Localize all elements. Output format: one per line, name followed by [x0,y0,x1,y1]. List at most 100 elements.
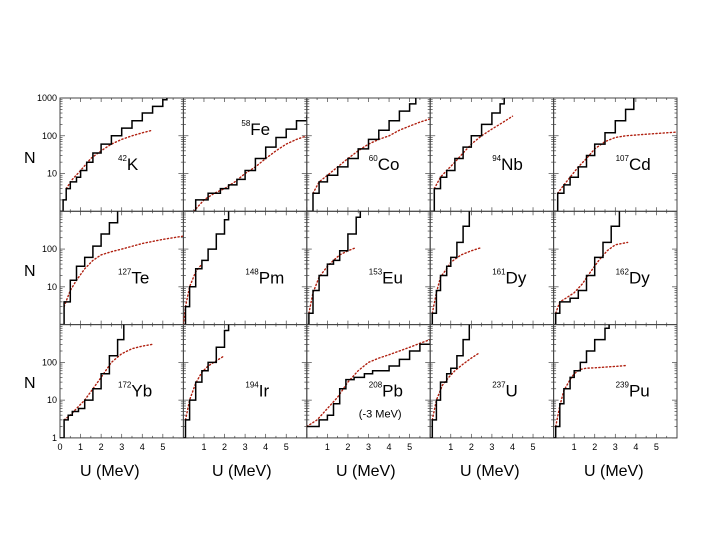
nucleus-label: 107Cd [616,154,651,174]
panel-161Dy: 161Dy [429,210,555,326]
element-symbol: Ir [259,382,270,401]
element-symbol: Cd [629,155,651,174]
x-tick-label: 4 [387,442,392,452]
x-tick-label: 5 [160,442,165,452]
x-tick-label: 2 [345,442,350,452]
mass-number: 194 [245,381,259,390]
model-curve-107Cd [557,131,677,195]
element-symbol: Pu [629,382,650,401]
element-symbol: K [127,155,139,174]
data-staircase-107Cd [553,98,635,212]
data-staircase-239Pu [553,324,610,438]
panel-frame [182,97,308,212]
element-symbol: Pm [259,268,285,287]
x-tick-label: 3 [613,442,618,452]
data-staircase-58Fe [183,115,307,212]
mass-number: 94 [492,154,501,163]
nucleus-label: 127Te [118,267,149,287]
nucleus-label: 58Fe [241,119,270,139]
data-staircase-42K [60,98,168,212]
model-curve-161Dy [431,246,483,314]
element-symbol: Dy [506,268,527,287]
mass-number: 42 [118,154,127,163]
panel-94Nb: 94Nb [429,97,555,212]
mass-number: 153 [369,267,383,276]
element-symbol: Eu [382,268,403,287]
nucleus-label: 148Pm [245,267,284,287]
x-tick-label: 2 [222,442,227,452]
y-tick-label: 1 [52,433,57,443]
panel-153Eu: 153Eu [306,210,431,326]
x-tick-label: 4 [633,442,638,452]
mass-number: 148 [245,267,259,276]
mass-number: 127 [118,267,132,276]
x-tick-label: 2 [592,442,597,452]
nucleus-label: 194Ir [245,381,269,401]
model-curve-58Fe [192,135,307,212]
element-symbol: Te [131,268,149,287]
y-tick-label: 10 [47,282,57,292]
x-tick-label: 1 [448,442,453,452]
panel-note: (-3 MeV) [359,409,402,421]
data-staircase-237U [430,324,471,438]
x-axis-labels: U (MeV) U (MeV) U (MeV) U (MeV) U (MeV) [80,463,644,480]
mass-number: 239 [616,381,630,390]
data-staircase-60Co [306,98,417,212]
mass-number: 161 [492,267,506,276]
nucleus-label: 60Co [369,154,400,174]
x-axis-label-col4: U (MeV) [460,463,520,480]
model-curve-127Te [63,235,184,308]
model-curve-94Nb [433,115,514,190]
nucleus-label: 162Dy [616,267,651,287]
mass-number: 60 [369,154,378,163]
y-axis-label-row1: N [24,150,36,167]
x-tick-label: 3 [119,442,124,452]
panel-162Dy: 162Dy [553,210,678,326]
data-staircase-127Te [60,211,119,325]
y-axis-label-row3: N [24,375,36,392]
x-tick-label: 0 [57,442,62,452]
x-tick-label: 5 [654,442,659,452]
data-staircase-94Nb [430,98,505,212]
x-tick-label: 1 [572,442,577,452]
x-tick-label: 4 [510,442,515,452]
x-tick-label: 2 [99,442,104,452]
y-tick-label: 10 [47,395,57,405]
nucleus-label: 42K [118,154,139,174]
x-axis-label-col5: U (MeV) [584,463,644,480]
x-tick-label: 5 [531,442,536,452]
panel-194Ir: 194Ir 1 2 3 4 5 [182,324,308,452]
element-symbol: Pb [382,382,403,401]
x-tick-label: 1 [78,442,83,452]
mass-number: 58 [241,119,250,128]
model-curve-42K [65,129,154,190]
x-tick-label: 4 [263,442,268,452]
panel-208Pb: 208Pb (-3 MeV) 1 2 3 4 5 [306,324,431,452]
panel-60Co: 60Co [306,97,431,212]
element-symbol: Yb [131,382,152,401]
y-tick-label: 100 [42,131,57,141]
panel-58Fe: 58Fe [182,97,308,212]
nucleus-label: 153Eu [369,267,403,287]
x-tick-label: 5 [407,442,412,452]
y-tick-label: 100 [42,244,57,254]
model-curve-208Pb [306,338,431,428]
nucleus-label: 172Yb [118,381,152,401]
nucleus-label: 237U [492,381,518,401]
x-axis-label-col1: U (MeV) [80,463,140,480]
data-staircase-161Dy [430,211,471,325]
model-curve-153Eu [308,246,357,314]
nucleus-label: 208Pb [369,381,403,401]
panel-239Pu: 239Pu 1 2 3 4 5 [553,324,678,452]
x-tick-label: 2 [469,442,474,452]
data-staircase-148Pm [183,211,230,325]
mass-number: 162 [616,267,630,276]
model-curve-237U [431,352,481,421]
mass-number: 172 [118,381,132,390]
element-symbol: U [506,382,518,401]
x-tick-label: 3 [366,442,371,452]
x-axis-label-col2: U (MeV) [212,463,272,480]
x-tick-label: 1 [201,442,206,452]
mass-number: 107 [616,154,630,163]
